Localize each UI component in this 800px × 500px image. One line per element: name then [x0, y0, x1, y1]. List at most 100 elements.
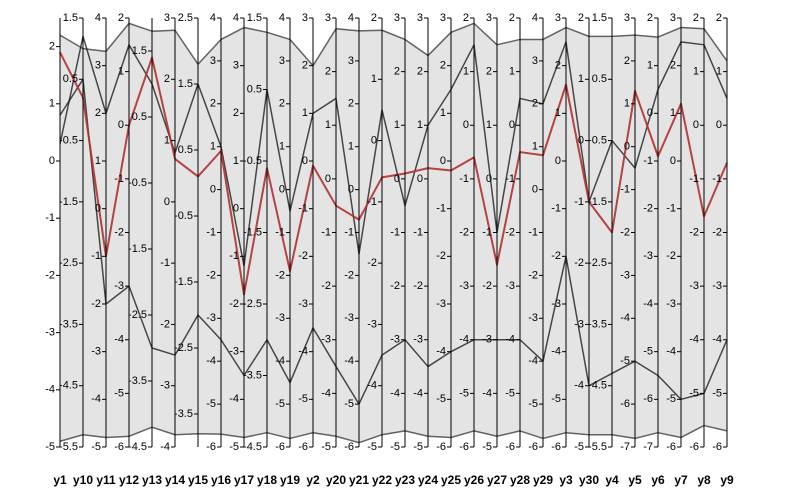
y-tick-label: -6 — [712, 441, 722, 453]
y-tick-label: 1 — [394, 119, 400, 131]
y-tick-label: 3 — [210, 55, 216, 67]
y-tick-label: 4 — [348, 12, 354, 24]
y-tick-label: 0 — [279, 184, 285, 196]
y-tick-label: -1 — [689, 173, 699, 185]
y-tick-label: -5 — [482, 441, 492, 453]
y-tick-label: -1 — [206, 226, 216, 238]
axis-name: y8 — [697, 473, 711, 487]
y-tick-label: 2 — [486, 66, 492, 78]
y-tick-label: 0 — [49, 155, 55, 167]
y-tick-label: -1 — [528, 226, 538, 238]
y-tick-label: -2 — [436, 250, 446, 262]
y-tick-label: 3 — [95, 60, 101, 72]
y-tick-label: -5 — [712, 387, 722, 399]
y-tick-label: -4 — [275, 355, 285, 367]
y-tick-label: -1 — [367, 196, 377, 208]
axis-name: y18 — [257, 473, 277, 487]
y-tick-label: 2 — [417, 66, 423, 78]
y-tick-label: 1 — [532, 141, 538, 153]
y-tick-label: -5 — [574, 441, 584, 453]
y-tick-label: 0 — [440, 155, 446, 167]
y-tick-label: 1.5 — [132, 45, 147, 57]
y-tick-label: 1 — [463, 66, 469, 78]
y-tick-label: -1.5 — [243, 226, 262, 238]
y-tick-label: -4 — [643, 298, 653, 310]
axis-name: y19 — [280, 473, 300, 487]
y-tick-label: 1 — [417, 119, 423, 131]
y-tick-label: -2 — [620, 226, 630, 238]
envelope-band — [60, 23, 727, 443]
y-tick-label: 0 — [716, 119, 722, 131]
y-tick-label: -2 — [551, 250, 561, 262]
axis-name: y22 — [372, 473, 392, 487]
axis-name: y17 — [234, 473, 254, 487]
y-tick-label: -3 — [620, 269, 630, 281]
y-tick-label: -4 — [689, 334, 699, 346]
y-tick-label: -2 — [321, 280, 331, 292]
y-tick-label: 2 — [463, 12, 469, 24]
y-tick-label: -3 — [643, 250, 653, 262]
y-tick-label: -3.5 — [243, 369, 262, 381]
y-tick-label: -2 — [666, 250, 676, 262]
y-tick-label: -2 — [528, 269, 538, 281]
y-tick-label: -1 — [551, 203, 561, 215]
y-tick-label: 2 — [348, 98, 354, 110]
y-tick-label: 0 — [417, 173, 423, 185]
y-tick-label: -1 — [482, 226, 492, 238]
y-tick-label: -5 — [298, 393, 308, 405]
y-tick-label: 0 — [578, 134, 584, 146]
y-tick-label: -4 — [413, 387, 423, 399]
y-tick-label: 4 — [210, 12, 216, 24]
y-tick-label: -2 — [275, 269, 285, 281]
y-tick-label: 2 — [624, 55, 630, 67]
y-tick-label: -1 — [666, 203, 676, 215]
y-tick-label: -2 — [459, 226, 469, 238]
y-tick-label: 2 — [693, 12, 699, 24]
axis-name: y15 — [188, 473, 208, 487]
y-tick-label: -0.5 — [128, 177, 147, 189]
y-tick-label: 4 — [233, 12, 239, 24]
y-tick-label: -3 — [390, 334, 400, 346]
data-line — [59, 424, 728, 444]
y-tick-label: 0 — [693, 119, 699, 131]
y-tick-label: -1 — [321, 226, 331, 238]
y-tick-label: 1 — [647, 60, 653, 72]
y-tick-label: 2 — [95, 107, 101, 119]
y-tick-label: 1 — [210, 141, 216, 153]
y-tick-label: 3 — [302, 12, 308, 24]
y-tick-label: -1 — [413, 226, 423, 238]
y-tick-label: -3 — [413, 334, 423, 346]
y-tick-label: -4 — [620, 312, 630, 324]
y-tick-label: 3 — [417, 12, 423, 24]
y-tick-label: -3 — [551, 298, 561, 310]
y-tick-label: 2.5 — [178, 12, 193, 24]
axis-name: y5 — [628, 473, 642, 487]
y-tick-label: -3.5 — [174, 408, 193, 420]
y-tick-label: 1 — [325, 119, 331, 131]
y-tick-label: -2 — [298, 250, 308, 262]
y-tick-label: -5 — [367, 441, 377, 453]
y-tick-label: -3.5 — [588, 318, 607, 330]
y-tick-label: -5 — [413, 441, 423, 453]
y-tick-label: 0 — [486, 173, 492, 185]
y-tick-label: 1 — [348, 141, 354, 153]
y-tick-label: 1.5 — [247, 12, 262, 24]
y-tick-label: 3 — [233, 60, 239, 72]
y-tick-label: -6 — [206, 441, 216, 453]
axis-name: y10 — [73, 473, 93, 487]
y-tick-label: 2 — [302, 60, 308, 72]
y-tick-label: 2 — [118, 12, 124, 24]
y-tick-label: -1 — [643, 155, 653, 167]
y-tick-label: -3 — [482, 334, 492, 346]
y-tick-label: -1 — [436, 203, 446, 215]
y-tick-label: -6 — [459, 441, 469, 453]
axis-name: y12 — [119, 473, 139, 487]
data-line — [59, 78, 728, 405]
y-tick-label: 0 — [532, 184, 538, 196]
y-tick-label: -2.5 — [243, 298, 262, 310]
y-tick-label: -1 — [160, 257, 170, 269]
y-tick-label: -5 — [114, 387, 124, 399]
y-tick-label: -5 — [390, 441, 400, 453]
y-tick-label: 2 — [371, 12, 377, 24]
axis-name: y16 — [211, 473, 231, 487]
